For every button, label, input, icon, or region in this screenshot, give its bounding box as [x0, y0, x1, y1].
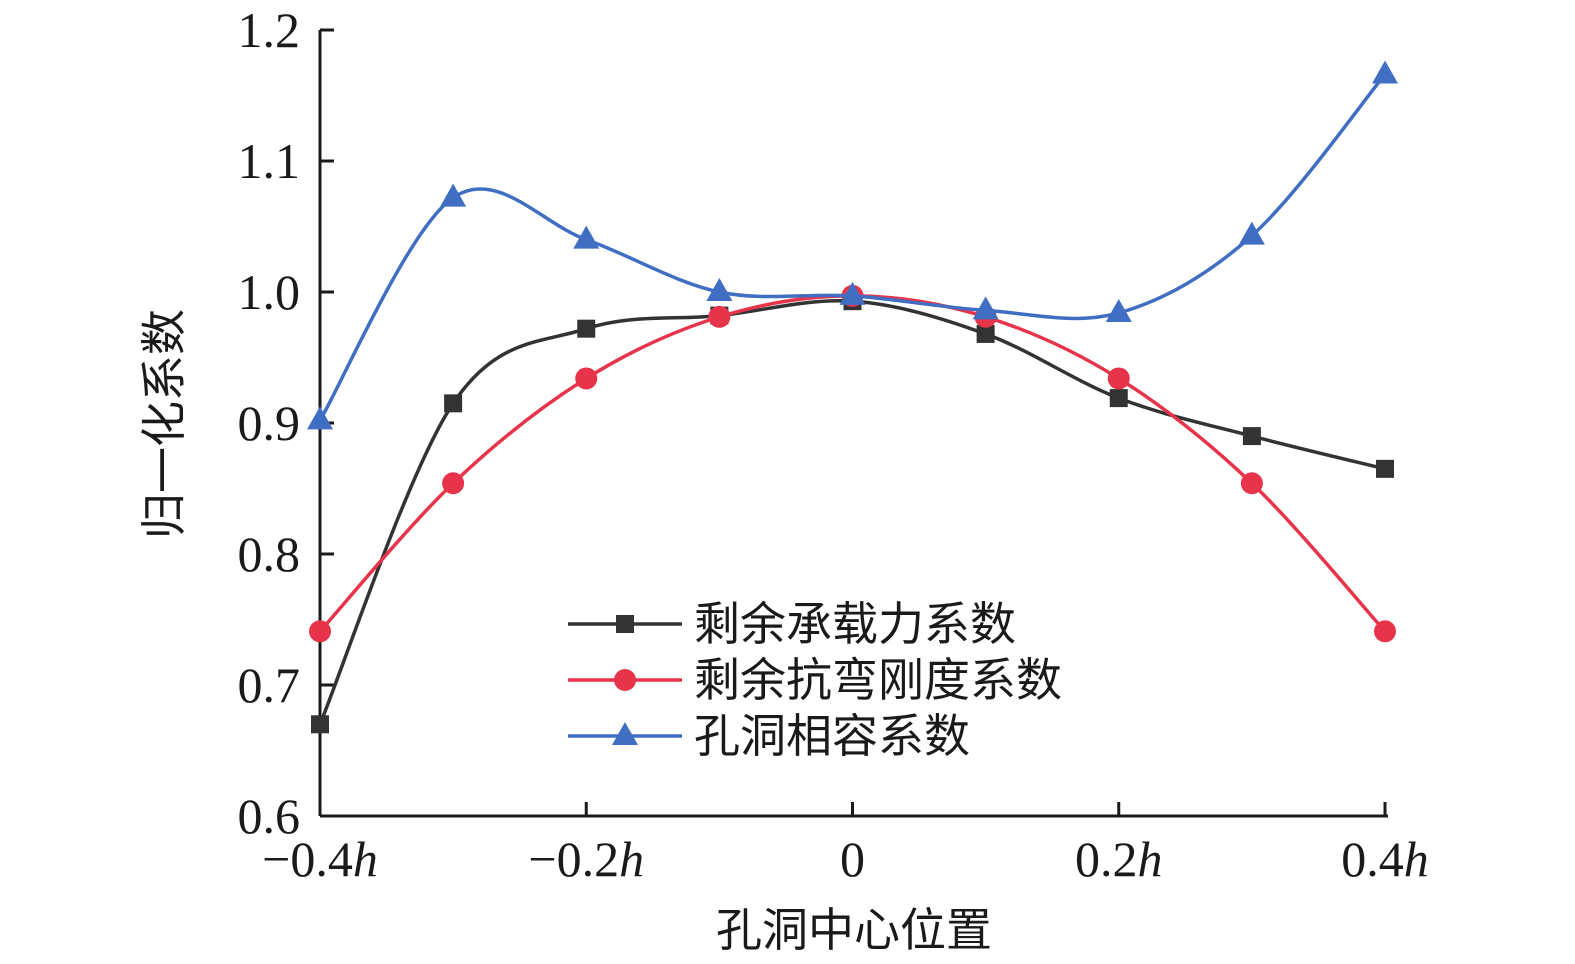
data-point — [444, 394, 463, 413]
y-ticks: 0.6 0.7 0.8 0.9 1.0 1.1 1.2 — [238, 2, 334, 844]
data-point — [442, 472, 465, 495]
series-line — [318, 294, 1387, 633]
legend-marker — [614, 669, 636, 691]
data-point — [708, 305, 731, 328]
legend-item: 孔洞相容系数 — [568, 709, 970, 763]
x-tick-number: 0.4 — [1341, 831, 1404, 887]
y-tick-label: 0.6 — [238, 788, 301, 844]
legend-item: 剩余承载力系数 — [568, 597, 1016, 651]
data-point — [706, 278, 733, 301]
data-point — [577, 319, 596, 338]
series-line — [318, 73, 1387, 422]
data-point — [1109, 389, 1128, 408]
x-tick-label: 0 — [840, 831, 865, 887]
series-3 — [307, 60, 1398, 430]
y-tick-label: 0.9 — [238, 395, 301, 451]
x-tick-unit: h — [1404, 831, 1429, 887]
x-tick-number: −0.2 — [528, 831, 619, 887]
data-point — [575, 367, 598, 390]
data-point — [1376, 459, 1394, 478]
legend-label: 剩余抗弯刚度系数 — [694, 653, 1062, 707]
data-point — [307, 406, 333, 430]
x-tick-unit: h — [1138, 831, 1163, 887]
legend-label: 剩余承载力系数 — [694, 597, 1016, 651]
legend-item: 剩余抗弯刚度系数 — [568, 653, 1062, 707]
data-point — [1240, 472, 1263, 495]
data-point — [839, 281, 866, 305]
y-tick-label: 0.7 — [238, 657, 301, 713]
x-ticks: −0.4h −0.2h 0 0.2h 0.4h — [262, 802, 1429, 887]
x-tick-number: 0.2 — [1075, 831, 1138, 887]
legend-marker — [612, 722, 638, 745]
data-point — [440, 183, 467, 207]
data-point — [309, 620, 331, 643]
legend-label: 孔洞相容系数 — [694, 709, 970, 763]
x-tick-unit: h — [353, 831, 378, 887]
data-point — [1242, 427, 1261, 446]
y-tick-label: 0.8 — [238, 526, 301, 582]
x-tick-label: 0.2h — [1075, 831, 1163, 887]
y-axis-title: 归一化系数 — [137, 309, 191, 539]
x-tick-number: −0.4 — [262, 831, 353, 887]
data-point — [972, 296, 999, 320]
data-point — [1105, 298, 1132, 322]
x-tick-unit: h — [619, 831, 644, 887]
data-point — [1374, 620, 1396, 643]
x-tick-label: −0.2h — [528, 831, 644, 887]
series-2 — [309, 284, 1396, 643]
x-tick-label: −0.4h — [262, 831, 378, 887]
x-axis-title: 孔洞中心位置 — [716, 903, 992, 957]
y-tick-label: 1.0 — [238, 264, 301, 320]
axes: 0.60.70.80.91.01.11.2 −0.4h −0.2h 0 0.2h 0.4… — [238, 2, 1429, 887]
x-tick-label: 0.4h — [1341, 831, 1429, 887]
x-tick-number: 0 — [840, 831, 865, 887]
y-tick-label: 1.2 — [238, 2, 301, 58]
data-point — [573, 225, 600, 249]
data-point — [311, 715, 329, 734]
data-point — [1372, 60, 1398, 84]
data-point — [1238, 221, 1265, 245]
series-layer — [307, 60, 1398, 734]
legend-marker — [616, 615, 634, 633]
y-tick-label: 1.1 — [238, 133, 301, 189]
data-point — [976, 324, 995, 343]
data-point — [1107, 367, 1130, 390]
